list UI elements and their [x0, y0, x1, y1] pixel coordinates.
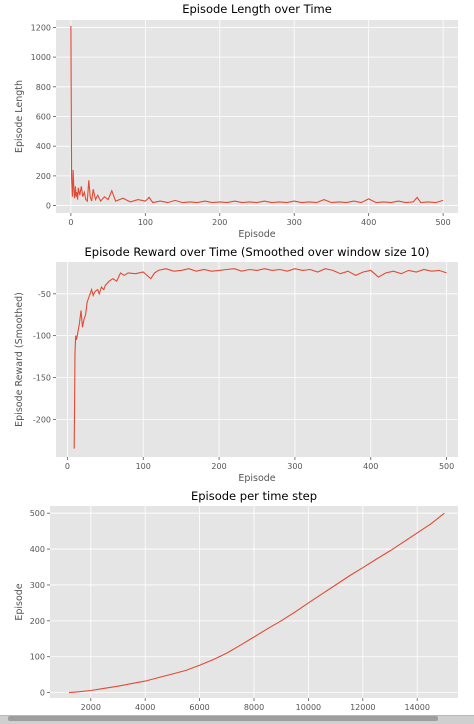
chart-episode-length: 0 100 200 300 400 500 0 200 400 600 800 1000 1200 Epi… — [14, 2, 458, 240]
x-tick-label: 100 — [138, 218, 153, 227]
chart-title: Episode per time step — [191, 489, 317, 503]
series-line — [68, 512, 445, 694]
x-tick-label: 0 — [65, 462, 70, 471]
x-tick-label: 200 — [212, 218, 227, 227]
series-line — [73, 268, 447, 449]
scrollbar-thumb[interactable] — [8, 716, 438, 721]
y-tick-label: 500 — [30, 509, 45, 518]
y-tick-label: -50 — [38, 290, 51, 299]
x-tick-label: 10000 — [296, 703, 321, 712]
x-tick-label: 6000 — [189, 703, 209, 712]
y-tick-label: 0 — [46, 202, 51, 211]
chart-episode-reward: 0 100 200 300 400 500 -50 -100 -150 -200 Episode R… — [14, 245, 458, 484]
chart-title: Episode Reward over Time (Smoothed over … — [85, 245, 430, 259]
y-tick-label: 100 — [30, 653, 45, 662]
y-tick-label: 600 — [36, 113, 51, 122]
y-tick-label: 400 — [30, 545, 45, 554]
y-tick-label: 200 — [36, 172, 51, 181]
y-tick-label: -100 — [33, 332, 51, 341]
x-tick-label: 2000 — [81, 703, 101, 712]
x-tick-label: 0 — [68, 218, 73, 227]
y-axis-label: Episode Reward (Smoothed) — [14, 292, 25, 427]
y-tick-label: 1200 — [31, 23, 51, 32]
y-tick-label: -150 — [33, 373, 51, 382]
x-tick-label: 12000 — [350, 703, 375, 712]
x-tick-label: 100 — [136, 462, 151, 471]
x-axis-label: Episode — [238, 473, 275, 484]
x-axis-label: Episode — [238, 229, 275, 240]
y-tick-label: 800 — [36, 83, 51, 92]
x-tick-label: 300 — [287, 462, 302, 471]
y-tick-label: 1000 — [31, 53, 51, 62]
y-tick-label: 200 — [30, 617, 45, 626]
x-tick-label: 4000 — [135, 703, 155, 712]
x-tick-label: 200 — [211, 462, 226, 471]
chart-episode-per-timestep: 2000 4000 6000 8000 10000 12000 14000 0 100 200 30… — [14, 489, 458, 724]
y-tick-label: -200 — [33, 415, 51, 424]
x-tick-label: 500 — [439, 462, 454, 471]
x-tick-label: 14000 — [404, 703, 429, 712]
chart-title: Episode Length over Time — [182, 2, 332, 16]
x-tick-label: 300 — [287, 218, 302, 227]
y-tick-label: 400 — [36, 142, 51, 151]
x-tick-label: 400 — [363, 462, 378, 471]
series-line — [70, 25, 444, 204]
y-tick-label: 300 — [30, 581, 45, 590]
x-tick-label: 400 — [361, 218, 376, 227]
x-tick-label: 8000 — [244, 703, 264, 712]
y-axis-label: Episode — [14, 583, 25, 620]
x-tick-label: 500 — [435, 218, 450, 227]
plot-area — [56, 262, 458, 457]
y-axis-label: Episode Length — [14, 80, 25, 153]
y-tick-label: 0 — [40, 689, 45, 698]
